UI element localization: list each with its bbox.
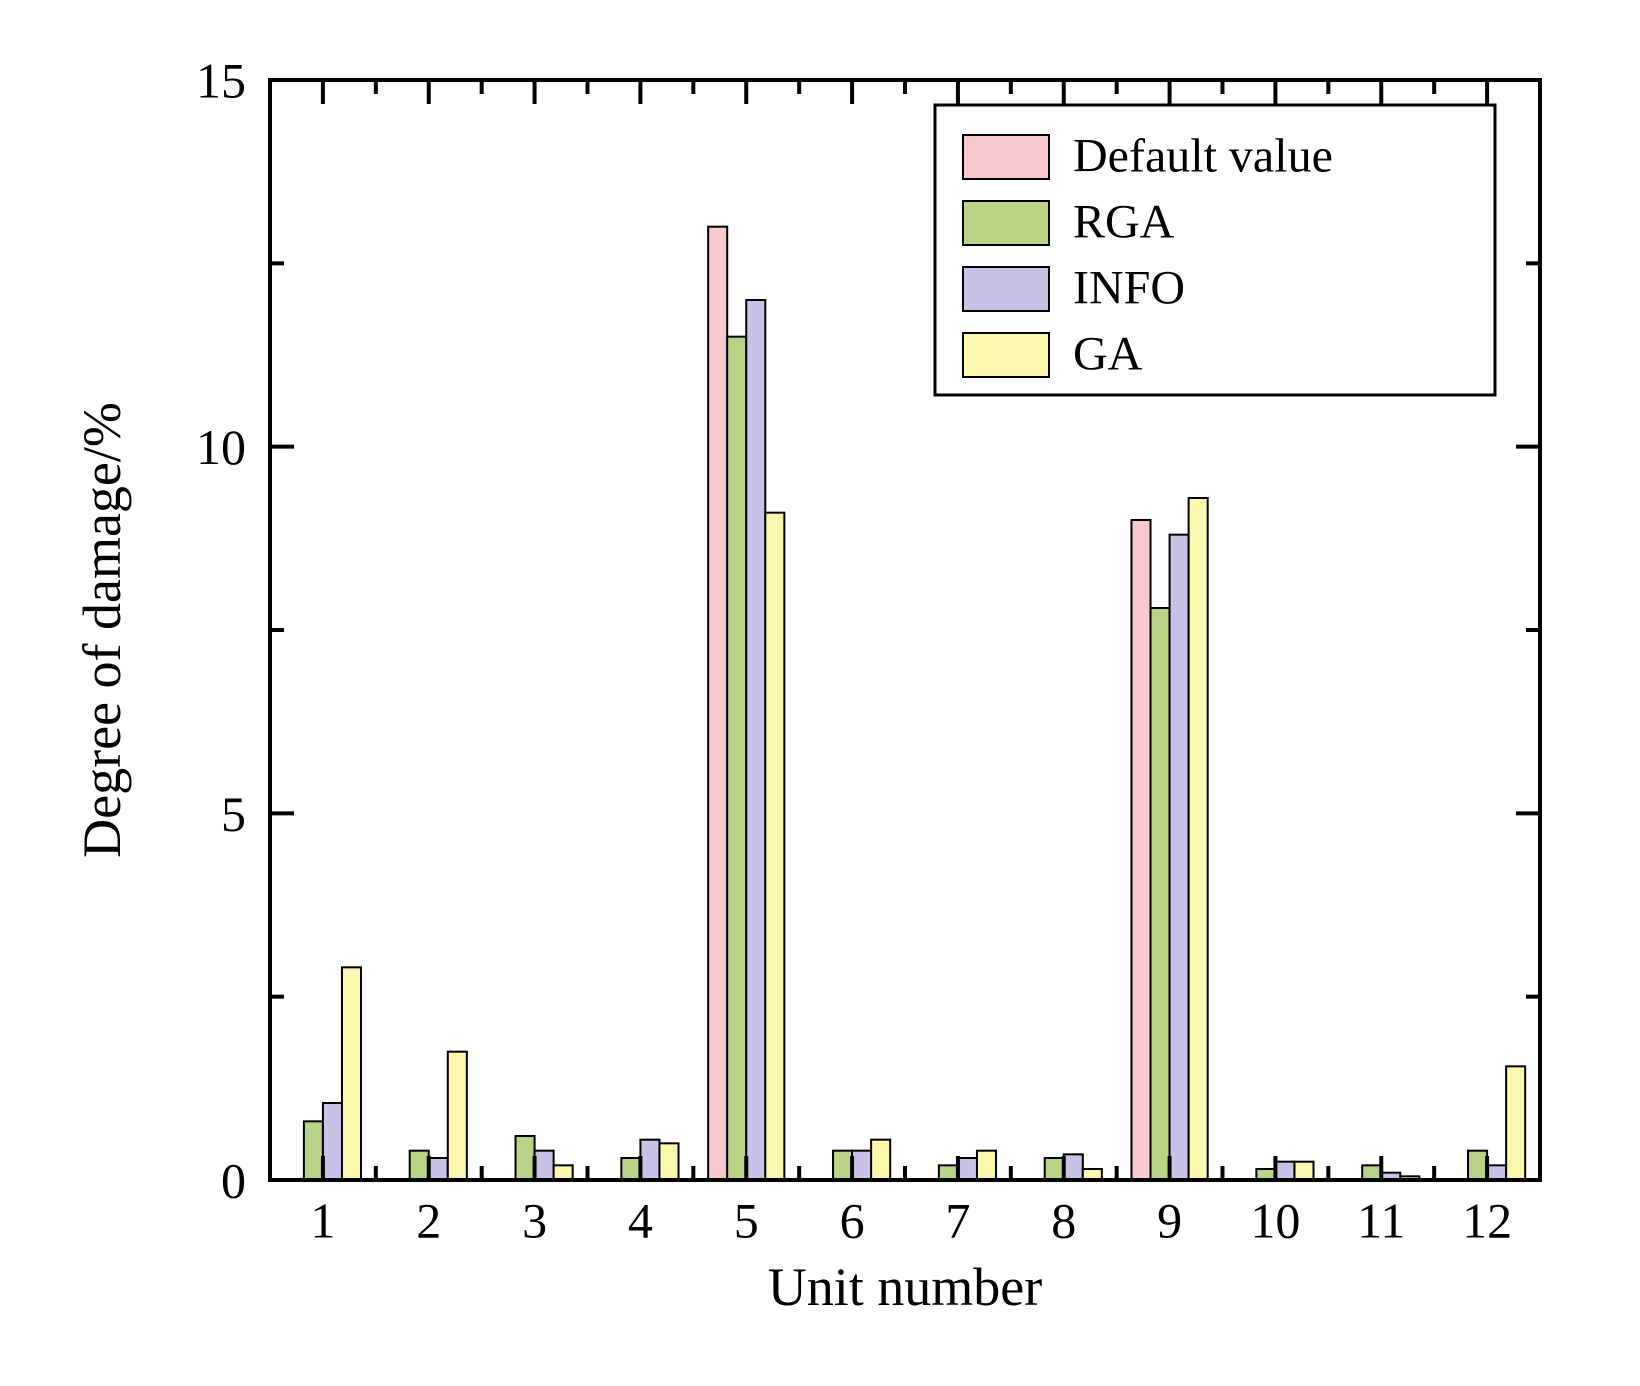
bar-ga-7 [977, 1151, 996, 1180]
xtick-1: 1 [310, 1193, 335, 1249]
bar-rga-8 [1045, 1158, 1064, 1180]
bar-info-3 [535, 1151, 554, 1180]
legend-swatch-info [963, 267, 1049, 311]
xtick-7: 7 [945, 1193, 970, 1249]
bar-info-12 [1487, 1165, 1506, 1180]
legend-label-rga: RGA [1073, 196, 1175, 249]
xtick-5: 5 [734, 1193, 759, 1249]
bar-default-9 [1131, 520, 1150, 1180]
legend-label-default: Default value [1073, 130, 1333, 183]
xtick-12: 12 [1462, 1193, 1512, 1249]
bar-info-6 [852, 1151, 871, 1180]
legend-swatch-rga [963, 201, 1049, 245]
bar-ga-10 [1294, 1162, 1313, 1180]
bar-rga-3 [516, 1136, 535, 1180]
xtick-11: 11 [1357, 1193, 1405, 1249]
legend: Default value RGA INFO GA [935, 105, 1495, 395]
bar-default-5 [708, 227, 727, 1180]
bar-rga-9 [1151, 608, 1170, 1180]
bar-ga-2 [448, 1052, 467, 1180]
ytick-0: 0 [221, 1153, 246, 1209]
bar-info-10 [1275, 1162, 1294, 1180]
chart-svg: 051015123456789101112Unit numberDegree o… [0, 0, 1640, 1386]
xtick-10: 10 [1250, 1193, 1300, 1249]
bar-rga-6 [833, 1151, 852, 1180]
xtick-3: 3 [522, 1193, 547, 1249]
damage-bar-chart: 051015123456789101112Unit numberDegree o… [0, 0, 1640, 1386]
bar-rga-12 [1468, 1151, 1487, 1180]
bar-info-7 [958, 1158, 977, 1180]
xtick-2: 2 [416, 1193, 441, 1249]
bar-info-9 [1170, 535, 1189, 1180]
bar-info-5 [746, 300, 765, 1180]
bar-info-4 [640, 1140, 659, 1180]
bar-info-2 [429, 1158, 448, 1180]
bar-ga-3 [554, 1165, 573, 1180]
xtick-8: 8 [1051, 1193, 1076, 1249]
bar-rga-7 [939, 1165, 958, 1180]
bar-ga-5 [765, 513, 784, 1180]
bar-ga-1 [342, 967, 361, 1180]
bar-rga-5 [727, 337, 746, 1180]
bar-rga-4 [621, 1158, 640, 1180]
bar-ga-6 [871, 1140, 890, 1180]
x-axis-label: Unit number [768, 1257, 1042, 1317]
ytick-10: 10 [196, 419, 246, 475]
ytick-5: 5 [221, 786, 246, 842]
bar-ga-12 [1506, 1066, 1525, 1180]
bar-rga-2 [410, 1151, 429, 1180]
y-axis-label: Degree of damage/% [72, 402, 132, 858]
xtick-6: 6 [840, 1193, 865, 1249]
bar-rga-11 [1362, 1165, 1381, 1180]
legend-label-ga: GA [1073, 328, 1143, 381]
legend-swatch-ga [963, 333, 1049, 377]
xtick-9: 9 [1157, 1193, 1182, 1249]
bar-rga-1 [304, 1121, 323, 1180]
bar-info-1 [323, 1103, 342, 1180]
ytick-15: 15 [196, 53, 246, 109]
xtick-4: 4 [628, 1193, 653, 1249]
legend-swatch-default [963, 135, 1049, 179]
bar-info-8 [1064, 1154, 1083, 1180]
bar-ga-9 [1189, 498, 1208, 1180]
bar-ga-4 [659, 1143, 678, 1180]
legend-label-info: INFO [1073, 262, 1185, 315]
